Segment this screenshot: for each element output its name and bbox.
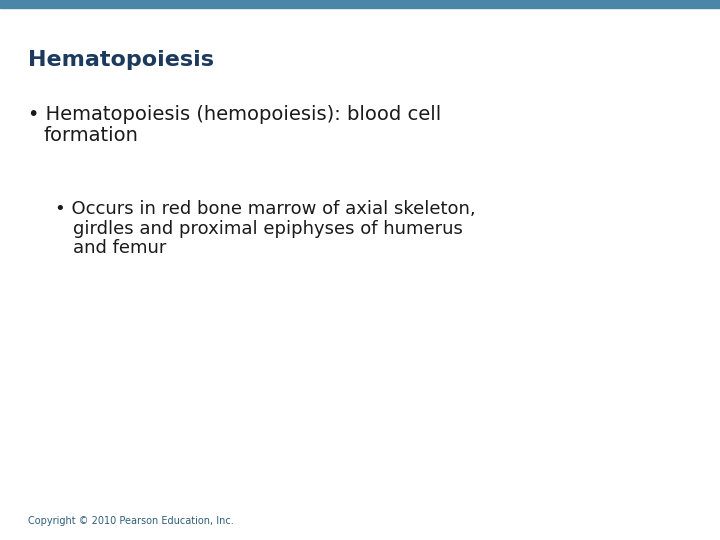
- Text: formation: formation: [44, 126, 139, 145]
- Text: • Occurs in red bone marrow of axial skeleton,: • Occurs in red bone marrow of axial ske…: [55, 200, 476, 218]
- Text: girdles and proximal epiphyses of humerus: girdles and proximal epiphyses of humeru…: [73, 219, 463, 238]
- Text: • Hematopoiesis (hemopoiesis): blood cell: • Hematopoiesis (hemopoiesis): blood cel…: [28, 105, 441, 124]
- Text: and femur: and femur: [73, 239, 166, 257]
- Text: Copyright © 2010 Pearson Education, Inc.: Copyright © 2010 Pearson Education, Inc.: [28, 516, 234, 526]
- Text: Hematopoiesis: Hematopoiesis: [28, 50, 214, 70]
- Bar: [0, 0, 720, 8]
